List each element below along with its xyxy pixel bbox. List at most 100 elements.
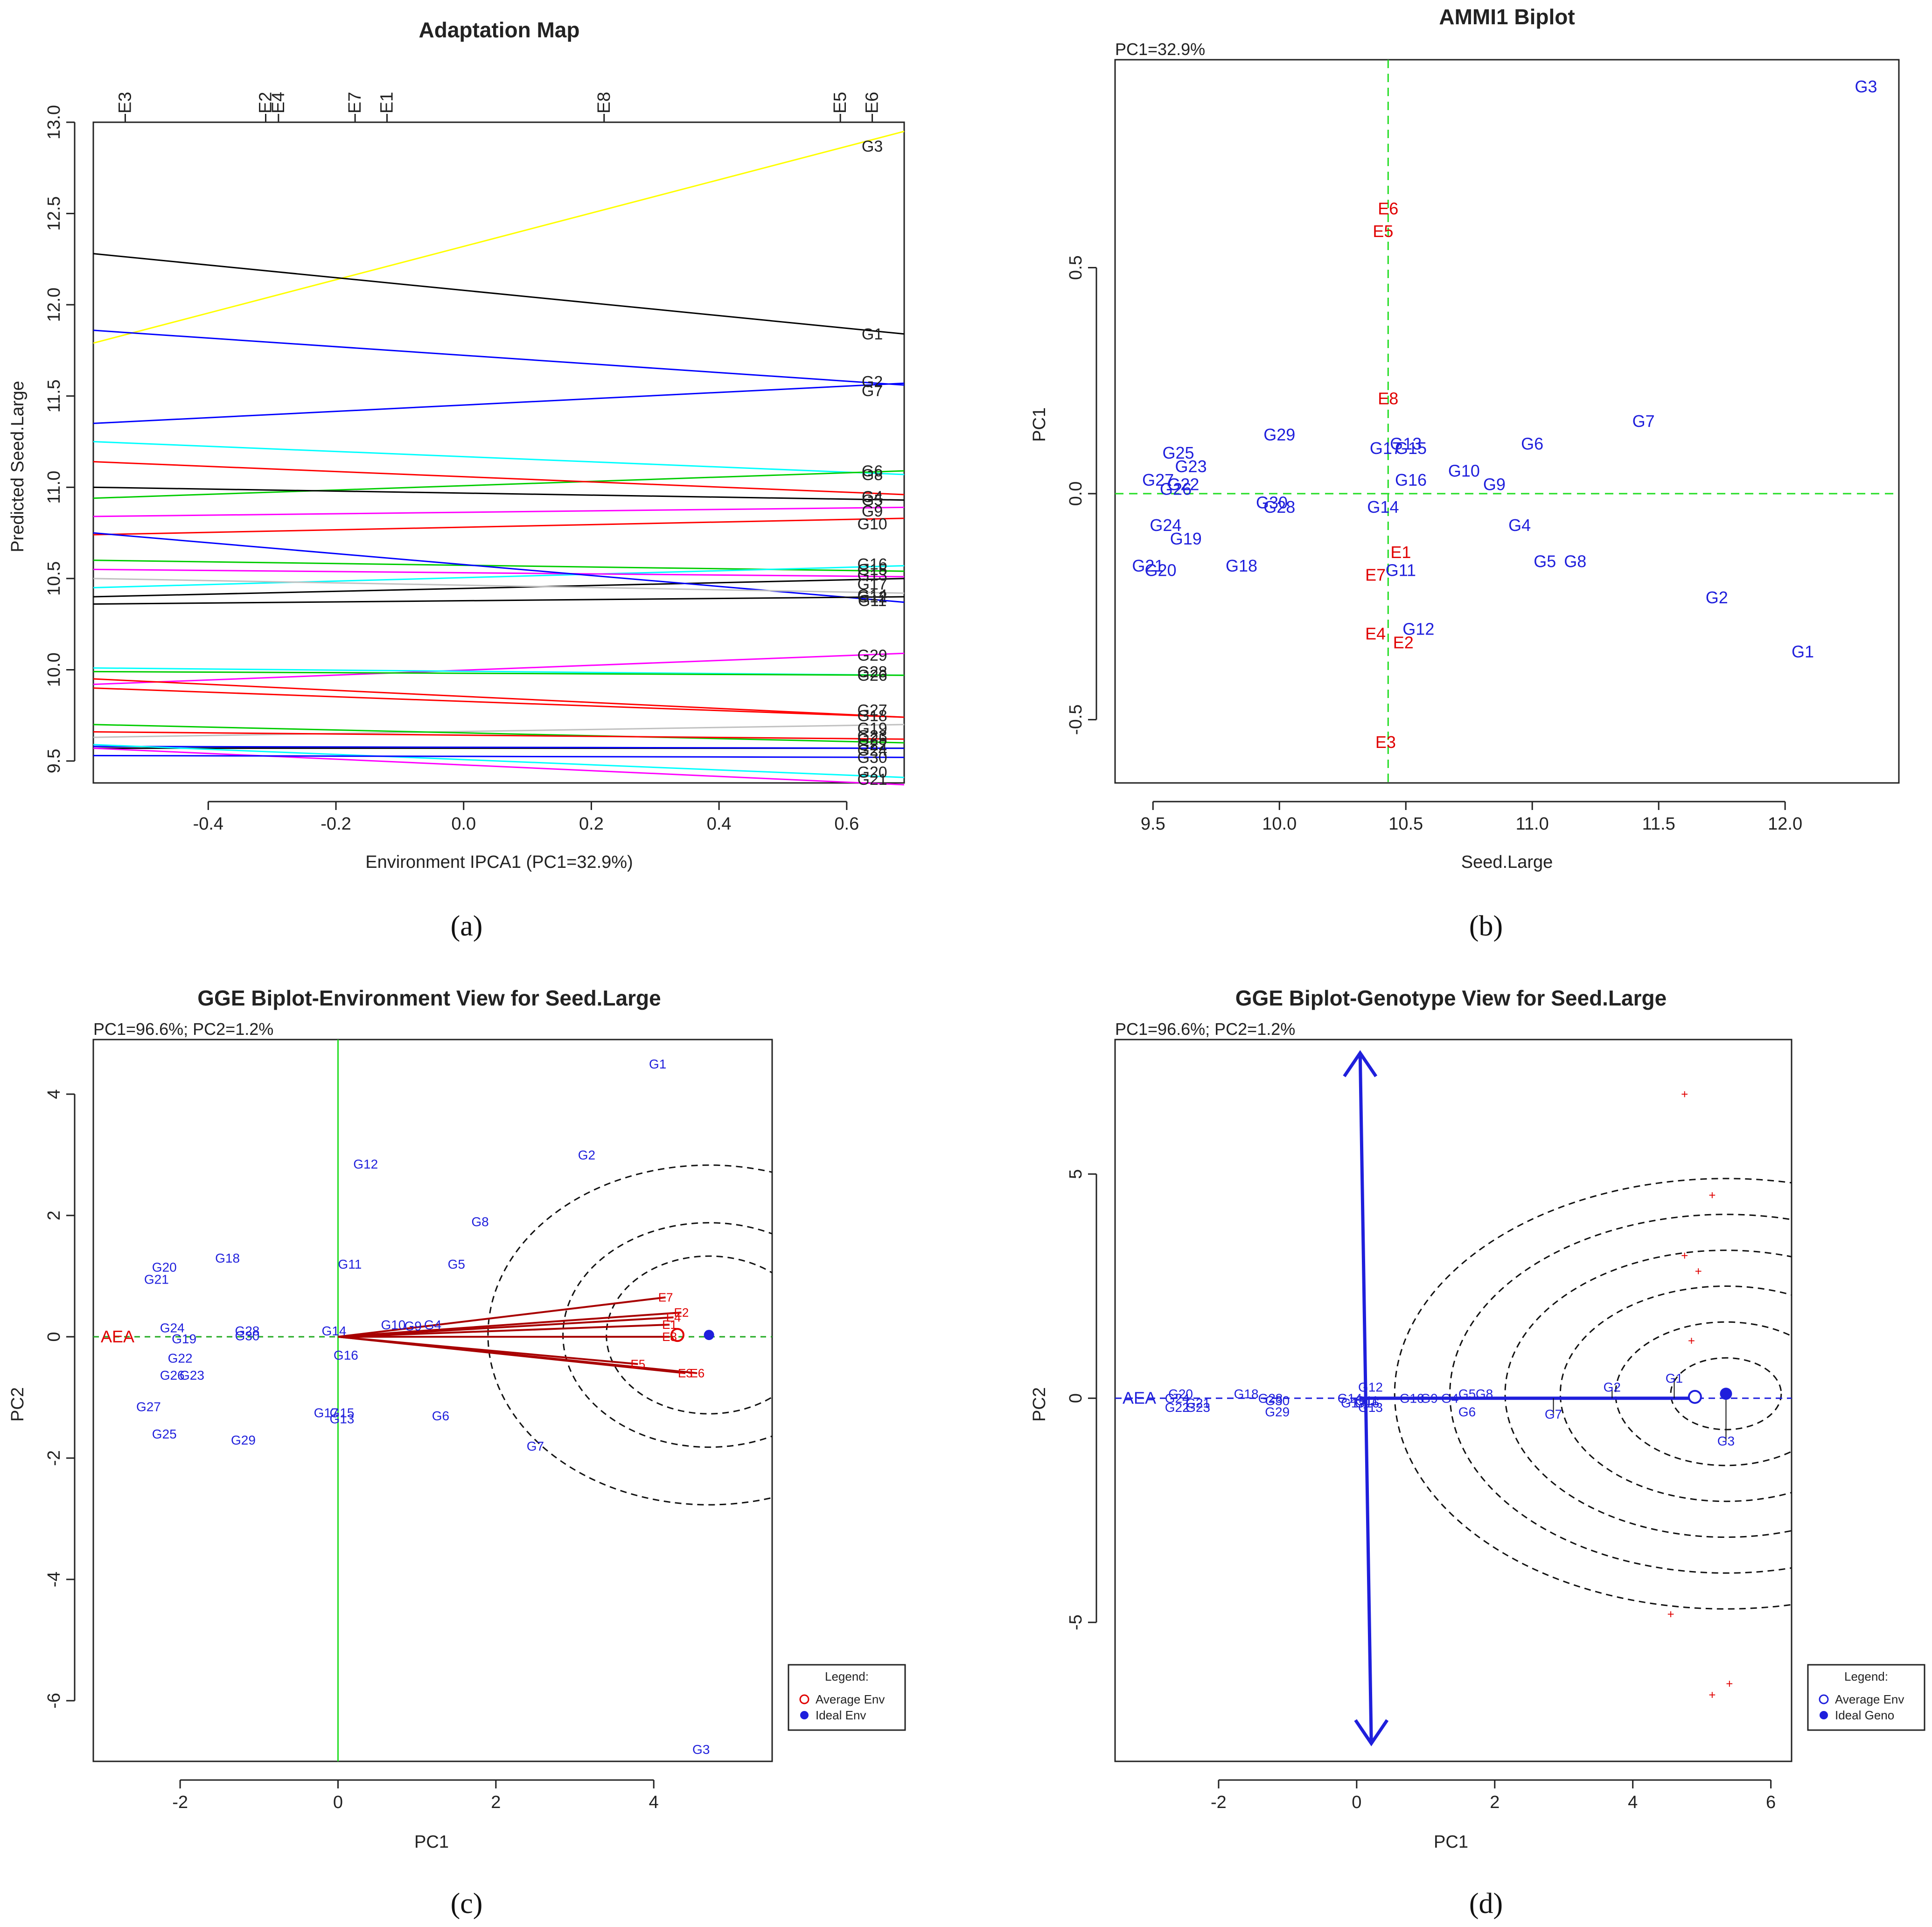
environment-point: E7 — [658, 1291, 673, 1305]
genotype-point: G23 — [1175, 457, 1207, 476]
genotype-point: G19 — [1170, 529, 1202, 548]
environment-point: + — [1681, 1087, 1688, 1101]
y-tick-label: 13.0 — [44, 105, 64, 140]
legend-marker-average — [1819, 1694, 1829, 1704]
genotype-line — [93, 470, 905, 499]
genotype-point: G16 — [1355, 1396, 1380, 1410]
top-axis-label: E1 — [377, 92, 397, 113]
genotype-point: G18 — [1226, 556, 1257, 575]
panel-label: (a) — [451, 910, 483, 942]
y-axis-label: PC1 — [1030, 407, 1049, 442]
x-tick-label: 0.6 — [834, 814, 859, 834]
genotype-point: G11 — [338, 1257, 362, 1271]
genotype-line — [93, 486, 905, 501]
y-tick-label: -6 — [44, 1693, 64, 1709]
genotype-line-label: G22 — [857, 736, 887, 754]
genotype-line-label: G10 — [857, 516, 887, 533]
genotype-point: G13 — [1358, 1400, 1383, 1415]
ammi1-biplot-panel: AMMI1 Biplot PC1=32.9% Seed.Large PC1 (b… — [1030, 5, 1900, 942]
environment-point: E1 — [1390, 543, 1411, 562]
environment-point: E8 — [662, 1330, 677, 1344]
genotype-point: G29 — [1265, 1405, 1290, 1419]
plot-area: ++++++++G3G1G2G7G8G5G6G4G9G10G12G11G16G1… — [1115, 1050, 1792, 1746]
chart-title: GGE Biplot-Environment View for Seed.Lar… — [197, 986, 661, 1010]
x-tick-label: 11.0 — [1516, 814, 1549, 834]
genotype-point: G18 — [215, 1251, 240, 1265]
genotype-line-label: G12 — [857, 588, 887, 606]
x-tick-label: 4 — [1628, 1793, 1638, 1812]
genotype-point: G6 — [432, 1409, 449, 1423]
genotype-line — [93, 253, 905, 335]
genotype-point: G5 — [1534, 552, 1556, 571]
y-tick-label: 12.5 — [44, 196, 64, 231]
genotype-point: G20 — [1145, 561, 1177, 580]
genotype-point: G23 — [180, 1368, 204, 1382]
genotype-point: G22 — [1167, 475, 1199, 494]
genotype-line — [93, 731, 905, 740]
genotype-point: G13 — [1390, 434, 1422, 453]
genotype-point: G12 — [1402, 620, 1434, 639]
environment-point: + — [1726, 1677, 1733, 1691]
genotype-point: G6 — [1521, 434, 1543, 453]
y-tick-label: 2 — [44, 1210, 64, 1220]
genotype-point: G12 — [353, 1157, 378, 1172]
genotype-point: G24 — [160, 1321, 185, 1335]
x-axis-label: PC1 — [414, 1832, 449, 1852]
genotype-point: G15 — [1395, 439, 1427, 458]
genotype-line-label: G17 — [857, 576, 887, 593]
x-tick-label: 2 — [491, 1793, 501, 1812]
legend-item: Ideal Env — [816, 1708, 866, 1722]
adaptation-map-panel: Adaptation Map Environment IPCA1 (PC1=32… — [8, 18, 905, 942]
genotype-point: G9 — [1421, 1391, 1438, 1406]
concentric-circle — [1394, 1178, 1792, 1610]
chart-subtitle: PC1=96.6%; PC2=1.2% — [1115, 1019, 1295, 1039]
x-tick-label: 0 — [333, 1793, 343, 1812]
genotype-point: G3 — [1717, 1434, 1735, 1448]
y-tick-label: 12.0 — [44, 287, 64, 322]
x-tick-label: 0 — [1352, 1793, 1361, 1812]
genotype-line — [93, 670, 905, 676]
legend-marker-ideal — [800, 1711, 809, 1719]
x-tick-label: -2 — [172, 1793, 188, 1812]
genotype-line-label: G15 — [857, 561, 887, 579]
genotype-point: G12 — [1358, 1380, 1383, 1395]
genotype-point: G17 — [1370, 439, 1402, 458]
x-tick-label: 12.0 — [1768, 814, 1802, 834]
x-tick-label: -0.2 — [321, 814, 351, 834]
genotype-line-label: G27 — [857, 702, 887, 719]
genotype-line-label: G14 — [857, 586, 887, 604]
genotype-line — [93, 517, 905, 536]
y-tick-label: -2 — [44, 1450, 64, 1466]
genotype-point: G30 — [235, 1328, 259, 1343]
genotype-line-label: G3 — [862, 138, 883, 155]
genotype-point: G11 — [1386, 561, 1416, 580]
genotype-point: G4 — [424, 1318, 441, 1332]
x-tick-label: -2 — [1211, 1793, 1227, 1812]
aea-label: AEA — [101, 1327, 134, 1346]
genotype-point: G4 — [1508, 516, 1531, 535]
genotype-point: G9 — [405, 1319, 422, 1334]
genotype-point: G16 — [1395, 470, 1427, 489]
x-tick-label: 10.0 — [1262, 814, 1297, 834]
environment-point: + — [1688, 1334, 1695, 1348]
genotype-point: G22 — [168, 1351, 193, 1366]
top-axis-label: E3 — [115, 92, 135, 113]
legend-marker-average — [799, 1694, 809, 1704]
environment-point: E3 — [678, 1366, 693, 1380]
genotype-line-label: G20 — [857, 764, 887, 782]
legend-item: Average Env — [816, 1692, 885, 1706]
genotype-point: G28 — [1258, 1391, 1283, 1406]
environment-point: E2 — [1393, 633, 1414, 652]
genotype-point: G27 — [136, 1400, 161, 1414]
genotype-point: G15 — [329, 1406, 354, 1420]
genotype-point: G28 — [235, 1324, 259, 1338]
genotype-point: G21 — [144, 1272, 169, 1287]
genotype-line — [93, 596, 905, 605]
genotype-line-label: G24 — [857, 742, 887, 760]
genotype-point: G30 — [1256, 493, 1288, 512]
genotype-point: G2 — [1604, 1380, 1621, 1395]
ideal-environment-marker — [704, 1330, 714, 1341]
environment-point: E8 — [1378, 389, 1398, 408]
